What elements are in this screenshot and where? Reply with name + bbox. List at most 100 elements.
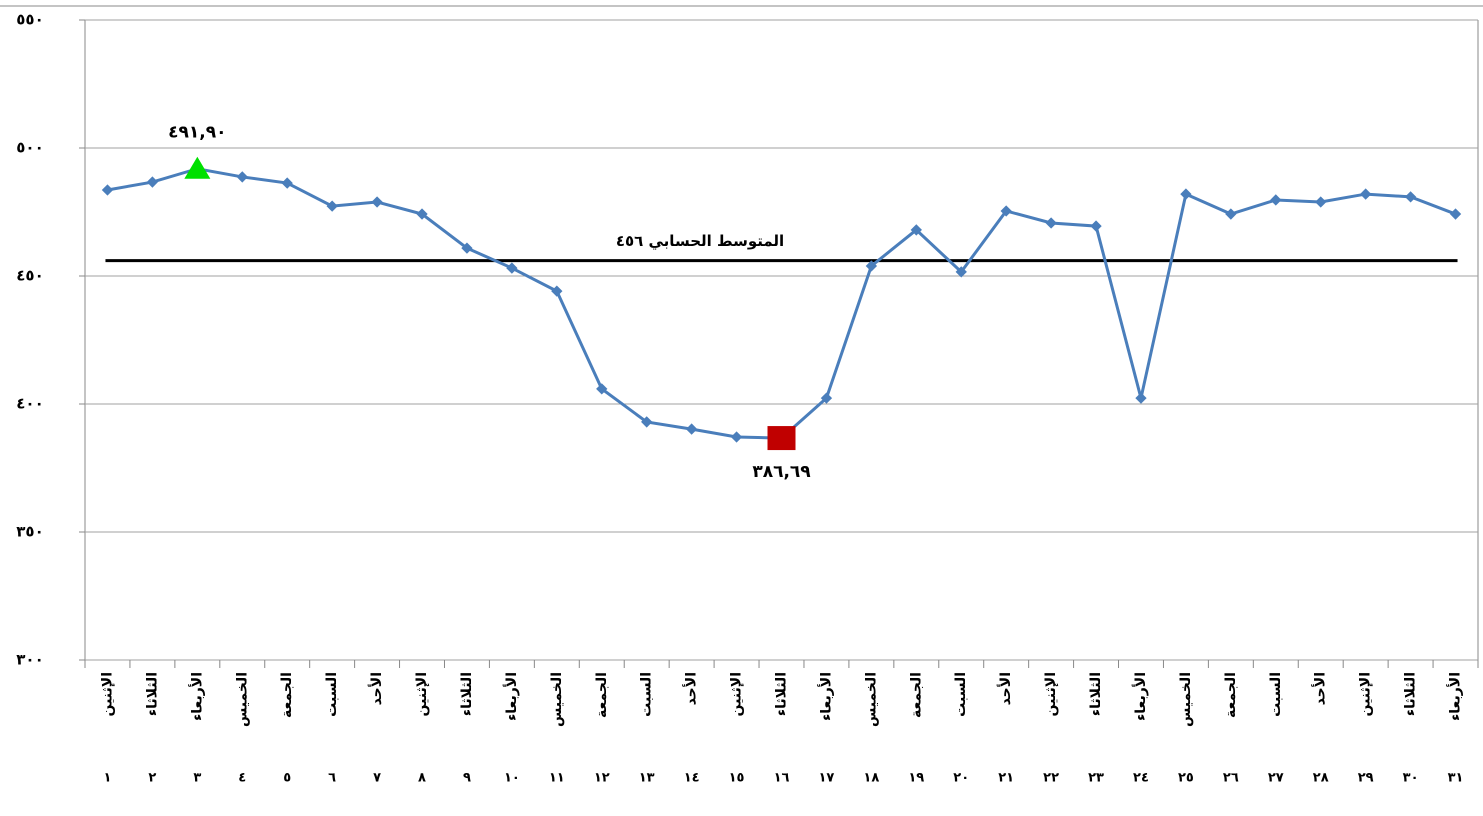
day-label: ١٣ bbox=[639, 771, 655, 786]
x-tick-label: الأربعاء bbox=[817, 672, 834, 721]
x-tick-label: الخميس bbox=[863, 672, 879, 727]
y-tick-label: ٤٥٠ bbox=[16, 267, 43, 285]
point bbox=[685, 423, 698, 435]
x-tick-label: الجمعة bbox=[279, 672, 295, 718]
x-tick-label: الإثنين bbox=[729, 672, 745, 717]
x-tick-label: الخميس bbox=[549, 672, 565, 727]
day-label: ٣ bbox=[193, 771, 201, 786]
x-tick-label: الجمعة bbox=[908, 672, 924, 718]
x-tick-label: الأربعاء bbox=[1447, 672, 1464, 721]
day-label: ٢٤ bbox=[1133, 771, 1149, 786]
value-label: ٤٩١,٩٠ bbox=[168, 123, 226, 143]
x-tick-label: السبت bbox=[639, 672, 655, 717]
point bbox=[506, 262, 518, 274]
x-tick-label: الأربعاء bbox=[1132, 672, 1149, 721]
point bbox=[641, 416, 653, 428]
x-tick-label: الإثنين bbox=[99, 672, 115, 717]
series-line bbox=[107, 167, 1457, 440]
point bbox=[146, 176, 159, 188]
point bbox=[326, 200, 338, 212]
point bbox=[865, 260, 878, 272]
x-tick-label: الأحد bbox=[1312, 672, 1329, 705]
day-label: ١٩ bbox=[908, 771, 924, 786]
point bbox=[1360, 188, 1372, 200]
point bbox=[1090, 220, 1102, 232]
point bbox=[1315, 196, 1327, 208]
x-tick-label: الخميس bbox=[234, 672, 250, 727]
point bbox=[596, 383, 608, 395]
point bbox=[1135, 392, 1147, 404]
x-tick-label: الثلاثاء bbox=[1403, 672, 1419, 716]
day-label: ١٥ bbox=[729, 771, 745, 786]
day-label: ٣١ bbox=[1448, 771, 1464, 786]
y-tick-label: ٤٠٠ bbox=[16, 395, 43, 413]
max-marker bbox=[184, 156, 211, 179]
day-label: ٣٠ bbox=[1403, 771, 1419, 786]
day-label: ٢٧ bbox=[1268, 771, 1284, 786]
x-tick-label: الأحد bbox=[997, 672, 1014, 705]
x-tick-label: الإثنين bbox=[1043, 672, 1059, 717]
day-label: ٢٠ bbox=[953, 771, 969, 786]
x-tick-label: السبت bbox=[953, 672, 969, 717]
x-tick-label: الإثنين bbox=[414, 672, 430, 717]
day-label: ٩ bbox=[463, 771, 471, 786]
x-tick-label: السبت bbox=[324, 672, 340, 717]
x-tick-label: الثلاثاء bbox=[459, 672, 475, 716]
day-label: ٤ bbox=[238, 771, 246, 786]
day-label: ٢٩ bbox=[1358, 771, 1374, 786]
x-tick-label: الأربعاء bbox=[188, 672, 205, 721]
day-label: ٢٥ bbox=[1178, 771, 1194, 786]
point bbox=[730, 431, 743, 443]
point bbox=[371, 196, 383, 208]
y-tick-label: ٥٥٠ bbox=[16, 11, 43, 29]
average-label: المتوسط الحسابي ٤٥٦ bbox=[616, 232, 784, 250]
day-label: ١١ bbox=[549, 771, 565, 786]
day-label: ٢٨ bbox=[1313, 771, 1329, 786]
point bbox=[910, 224, 922, 236]
x-tick-label: الثلاثاء bbox=[1088, 672, 1104, 716]
point bbox=[1449, 208, 1462, 220]
point bbox=[281, 177, 293, 189]
min-marker bbox=[767, 426, 796, 451]
x-tick-label: الجمعة bbox=[594, 672, 610, 718]
y-tick-label: ٣٠٠ bbox=[16, 651, 43, 669]
day-label: ٦ bbox=[328, 771, 336, 786]
point bbox=[1180, 188, 1192, 200]
point bbox=[1225, 208, 1237, 220]
x-tick-label: الأحد bbox=[683, 672, 700, 705]
point bbox=[955, 266, 967, 278]
value-label: ٣٨٦,٦٩ bbox=[752, 462, 811, 482]
day-label: ٢٢ bbox=[1043, 771, 1059, 786]
day-label: ١٨ bbox=[863, 771, 879, 786]
x-tick-label: الثلاثاء bbox=[774, 672, 790, 716]
point bbox=[1270, 194, 1282, 206]
point bbox=[416, 208, 428, 220]
x-tick-label: الثلاثاء bbox=[144, 672, 160, 716]
day-label: ١ bbox=[103, 771, 111, 786]
day-label: ٨ bbox=[418, 771, 426, 786]
point bbox=[820, 392, 833, 404]
day-label: ٢٣ bbox=[1088, 771, 1104, 786]
x-tick-label: السبت bbox=[1268, 672, 1284, 717]
x-tick-label: الجمعة bbox=[1223, 672, 1239, 718]
y-tick-label: ٣٥٠ bbox=[16, 523, 43, 541]
day-label: ١٦ bbox=[774, 771, 790, 786]
day-label: ١٧ bbox=[818, 771, 834, 786]
day-label: ١٢ bbox=[594, 771, 610, 786]
day-label: ١٤ bbox=[684, 771, 700, 786]
point bbox=[101, 184, 114, 196]
day-label: ٧ bbox=[373, 771, 381, 786]
x-tick-label: الأربعاء bbox=[503, 672, 520, 721]
x-tick-label: الإثنين bbox=[1358, 672, 1374, 717]
x-tick-label: الأحد bbox=[368, 672, 385, 705]
point bbox=[1045, 217, 1057, 229]
day-label: ١٠ bbox=[504, 771, 520, 786]
point bbox=[461, 242, 473, 254]
day-label: ٥ bbox=[283, 771, 291, 786]
point bbox=[1000, 205, 1012, 217]
day-label: ٢١ bbox=[998, 771, 1014, 786]
point bbox=[551, 285, 563, 297]
day-label: ٢٦ bbox=[1223, 771, 1239, 786]
point bbox=[236, 171, 248, 183]
